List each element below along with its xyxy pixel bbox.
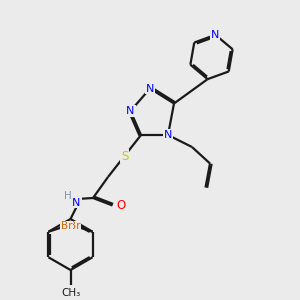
Text: Br: Br: [69, 221, 80, 231]
Text: S: S: [121, 149, 128, 163]
Text: N: N: [164, 130, 172, 140]
Text: N: N: [146, 83, 154, 94]
Text: H: H: [64, 191, 71, 201]
Text: N: N: [126, 106, 135, 116]
Text: N: N: [72, 197, 81, 208]
Text: CH₃: CH₃: [61, 287, 80, 298]
Text: N: N: [211, 30, 220, 40]
Text: Br: Br: [61, 221, 72, 231]
Text: O: O: [116, 199, 125, 212]
